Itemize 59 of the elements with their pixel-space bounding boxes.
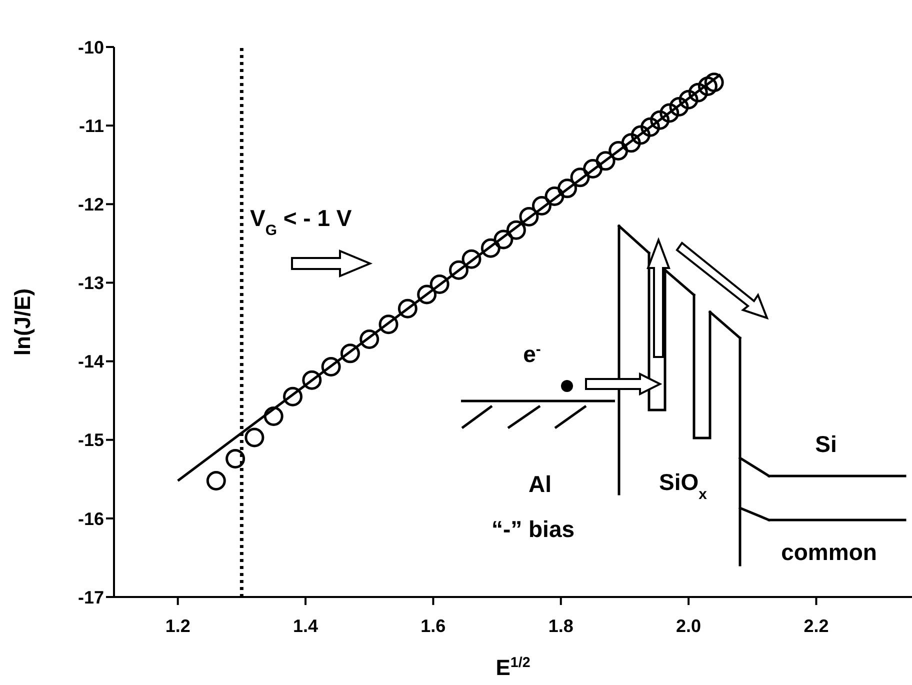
point	[698, 76, 718, 96]
point	[640, 117, 660, 137]
point	[583, 159, 603, 179]
point	[621, 133, 641, 153]
point	[398, 298, 418, 318]
annotation: e$^{-}$	[523, 340, 541, 367]
point	[448, 260, 468, 280]
point	[430, 274, 450, 294]
point	[608, 140, 628, 160]
point	[596, 151, 616, 171]
point	[417, 284, 437, 304]
point	[378, 314, 398, 334]
annotation: Si	[815, 431, 837, 457]
point	[630, 125, 650, 145]
point	[570, 168, 590, 188]
point	[704, 72, 724, 92]
point	[302, 370, 322, 390]
point	[544, 186, 564, 206]
point	[462, 249, 482, 269]
point	[688, 82, 708, 102]
y-tick-label: -17	[78, 587, 104, 608]
point	[360, 330, 380, 350]
point	[480, 238, 500, 258]
x-tick-label: 1.4	[293, 616, 318, 636]
y-axis-title: ln(J/E)	[10, 288, 35, 356]
annotation: Al	[528, 471, 552, 497]
y-tick-label: -11	[78, 116, 104, 136]
point	[660, 103, 680, 123]
point	[340, 344, 360, 364]
x-tick-label: 2.0	[676, 616, 702, 636]
y-tick-label: -10	[78, 37, 104, 58]
x-tick-label: 1.8	[548, 616, 574, 636]
point	[519, 206, 539, 226]
point	[264, 406, 284, 426]
point	[650, 110, 670, 130]
x-axis-title: E$^{1/2}$	[496, 655, 530, 680]
y-tick-label: -16	[78, 508, 104, 529]
annotation: “-” bias	[491, 516, 575, 542]
y-tick-label: -15	[78, 430, 104, 450]
point	[206, 470, 226, 490]
annotation: common	[781, 539, 877, 565]
y-tick-label: -14	[78, 352, 104, 372]
point	[678, 90, 698, 110]
point	[321, 357, 341, 377]
y-tick-label: -12	[78, 194, 104, 215]
point	[283, 386, 302, 406]
point	[244, 428, 264, 448]
x-tick-label: 2.2	[804, 616, 829, 636]
point	[558, 178, 578, 198]
y-tick-label: -13	[78, 273, 104, 294]
x-tick-label: 1.2	[165, 616, 190, 636]
annotation: V$_{G}$ < - 1 V	[250, 205, 352, 238]
point	[532, 196, 552, 216]
x-tick-label: 1.6	[420, 616, 446, 636]
point	[226, 448, 246, 468]
point	[669, 96, 689, 116]
annotation: SiO$_{x}$	[659, 469, 708, 502]
point	[506, 220, 526, 240]
point	[494, 230, 514, 250]
